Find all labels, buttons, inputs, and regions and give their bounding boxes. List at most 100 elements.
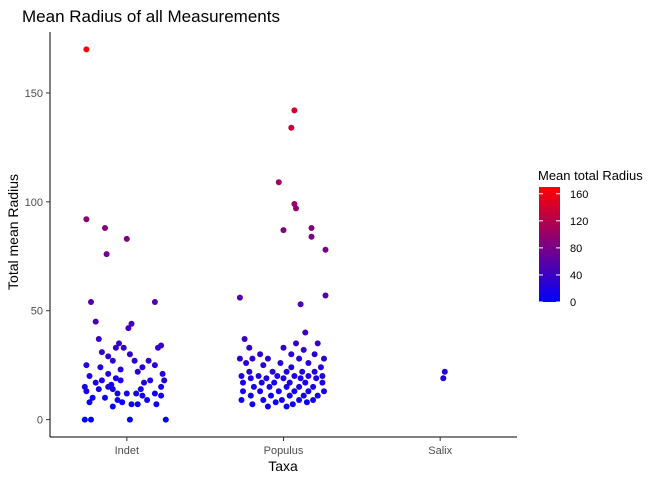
data-point	[249, 401, 256, 408]
data-point	[302, 379, 309, 386]
data-point	[243, 360, 250, 366]
data-point	[247, 375, 254, 382]
data-point	[246, 368, 253, 375]
data-point	[317, 364, 324, 371]
data-point	[112, 344, 119, 351]
data-point	[260, 397, 267, 403]
data-point	[123, 390, 130, 397]
data-point	[123, 235, 130, 242]
data-point	[296, 383, 303, 390]
data-point	[83, 362, 90, 369]
data-point	[305, 388, 312, 395]
data-point	[159, 370, 166, 377]
data-point	[266, 383, 273, 390]
data-point	[116, 340, 122, 347]
data-point	[102, 225, 108, 231]
plot-area	[81, 46, 448, 423]
y-axis-ticks: 0 50 100 150	[25, 88, 50, 427]
data-point	[247, 392, 254, 399]
data-point	[81, 416, 88, 423]
data-point	[103, 251, 110, 258]
data-point	[102, 394, 108, 401]
data-point	[440, 375, 447, 382]
data-point	[322, 246, 329, 253]
x-axis-ticks: Indet Populus Salix	[115, 437, 453, 457]
y-axis-title: Total mean Radius	[5, 174, 21, 290]
data-point	[109, 403, 116, 410]
data-point	[125, 325, 132, 332]
data-point	[286, 392, 293, 399]
data-point	[296, 355, 303, 362]
data-point	[162, 416, 169, 423]
data-point	[322, 292, 329, 299]
data-point	[260, 362, 267, 369]
data-point	[283, 368, 290, 375]
data-point	[272, 399, 279, 406]
data-point	[145, 357, 152, 364]
data-point	[255, 373, 262, 379]
data-point	[86, 373, 93, 379]
data-point	[151, 362, 158, 369]
data-point	[137, 386, 144, 393]
data-point	[305, 360, 312, 366]
data-point	[264, 403, 271, 410]
chart-title: Mean Radius of all Measurements	[22, 7, 280, 26]
legend-tick-label: 120	[570, 216, 588, 228]
data-point	[236, 355, 243, 362]
data-point	[126, 351, 133, 358]
x-tick-label: Indet	[115, 445, 139, 457]
data-point	[283, 383, 290, 390]
data-point	[95, 386, 102, 393]
data-point	[269, 368, 276, 375]
data-point	[120, 344, 127, 351]
data-point	[321, 355, 327, 362]
data-point	[92, 379, 99, 386]
data-point	[314, 392, 321, 399]
data-point	[240, 388, 246, 395]
legend-tick-label: 40	[570, 270, 582, 282]
data-point	[105, 370, 112, 377]
data-point	[158, 383, 165, 390]
data-point	[249, 355, 256, 362]
data-point	[264, 355, 271, 362]
data-point	[240, 379, 246, 386]
data-point	[92, 318, 99, 325]
data-point	[89, 394, 96, 401]
data-point	[97, 364, 104, 371]
data-point	[83, 216, 90, 223]
data-point	[263, 375, 270, 382]
data-point	[293, 340, 299, 347]
data-point	[144, 397, 151, 403]
legend-tick-label: 0	[570, 297, 576, 309]
data-point	[86, 399, 93, 406]
data-point	[274, 373, 281, 379]
data-point	[83, 388, 90, 395]
data-point	[109, 357, 116, 364]
data-point	[126, 416, 133, 423]
data-point	[238, 397, 245, 403]
data-point	[297, 301, 304, 308]
data-point	[288, 364, 295, 371]
data-point	[280, 227, 287, 234]
legend-tick-label: 80	[570, 243, 582, 255]
data-point	[134, 401, 141, 408]
data-point	[291, 373, 298, 379]
data-point	[291, 107, 298, 114]
legend-color-bar	[539, 187, 560, 302]
data-point	[117, 366, 124, 373]
y-tick-label: 100	[25, 197, 43, 209]
data-point	[289, 401, 296, 408]
data-point	[83, 46, 90, 53]
data-point	[131, 357, 138, 364]
data-point	[246, 344, 253, 351]
data-point	[105, 353, 112, 360]
data-point	[303, 399, 310, 406]
y-tick-label: 0	[37, 415, 43, 427]
data-point	[161, 377, 168, 384]
x-tick-label: Salix	[428, 445, 452, 457]
data-point	[139, 392, 146, 399]
data-point	[153, 401, 160, 408]
data-point	[134, 368, 141, 375]
data-point	[280, 344, 287, 351]
